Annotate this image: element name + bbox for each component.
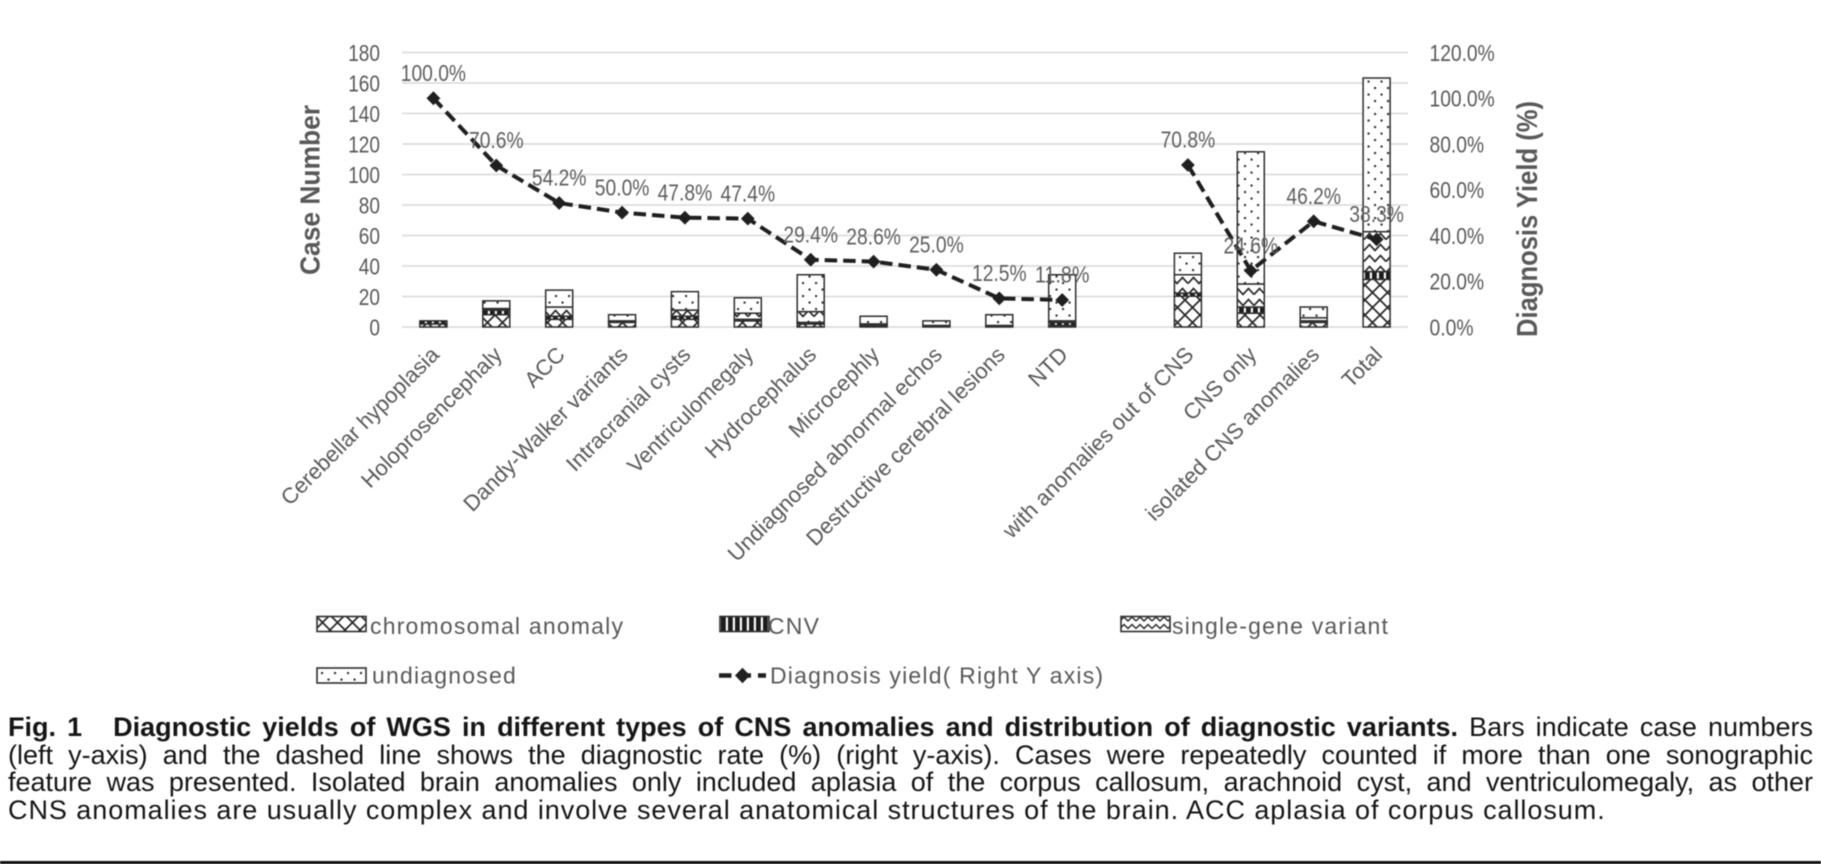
svg-text:20: 20 <box>359 284 380 310</box>
svg-text:ACC: ACC <box>519 342 570 393</box>
svg-text:47.8%: 47.8% <box>658 179 713 205</box>
svg-text:NTD: NTD <box>1023 342 1073 392</box>
svg-text:Case Number: Case Number <box>295 105 326 275</box>
svg-text:28.6%: 28.6% <box>846 223 901 249</box>
svg-text:undiagnosed: undiagnosed <box>372 663 517 689</box>
svg-text:100: 100 <box>348 162 380 188</box>
svg-text:12.5%: 12.5% <box>972 260 1027 286</box>
svg-text:120: 120 <box>348 131 380 157</box>
svg-text:80.0%: 80.0% <box>1430 131 1485 157</box>
svg-text:40.0%: 40.0% <box>1430 223 1485 249</box>
svg-text:0: 0 <box>369 314 380 340</box>
svg-text:Diagnosis yield( Right Y axis): Diagnosis yield( Right Y axis) <box>770 663 1104 689</box>
svg-text:46.2%: 46.2% <box>1286 183 1341 209</box>
svg-text:100.0%: 100.0% <box>1430 86 1495 112</box>
svg-text:50.0%: 50.0% <box>595 174 650 200</box>
svg-text:140: 140 <box>348 101 380 127</box>
svg-text:CNV: CNV <box>768 613 820 639</box>
svg-text:180: 180 <box>348 40 380 66</box>
svg-text:Diagnosis Yield (%): Diagnosis Yield (%) <box>1512 101 1544 337</box>
svg-text:40: 40 <box>359 253 380 279</box>
svg-text:54.2%: 54.2% <box>532 165 587 191</box>
svg-text:11.8%: 11.8% <box>1035 262 1090 288</box>
svg-text:160: 160 <box>348 70 380 96</box>
svg-text:80: 80 <box>359 192 380 218</box>
svg-text:60: 60 <box>359 223 380 249</box>
svg-text:24.6%: 24.6% <box>1224 232 1279 258</box>
svg-text:38.3%: 38.3% <box>1349 201 1404 227</box>
svg-text:29.4%: 29.4% <box>783 221 838 247</box>
svg-text:single-gene variant: single-gene variant <box>1172 613 1389 639</box>
svg-text:25.0%: 25.0% <box>909 232 964 258</box>
svg-text:70.6%: 70.6% <box>469 127 524 153</box>
svg-text:20.0%: 20.0% <box>1430 269 1485 295</box>
svg-text:Hydrocephalus: Hydrocephalus <box>700 342 821 463</box>
svg-text:0.0%: 0.0% <box>1430 314 1474 340</box>
svg-text:70.8%: 70.8% <box>1161 127 1216 153</box>
svg-text:Total: Total <box>1337 342 1388 393</box>
svg-text:47.4%: 47.4% <box>721 180 776 206</box>
svg-text:100.0%: 100.0% <box>401 60 466 86</box>
svg-text:60.0%: 60.0% <box>1430 177 1485 203</box>
svg-text:chromosomal anomaly: chromosomal anomaly <box>370 613 624 639</box>
svg-text:120.0%: 120.0% <box>1430 40 1495 66</box>
